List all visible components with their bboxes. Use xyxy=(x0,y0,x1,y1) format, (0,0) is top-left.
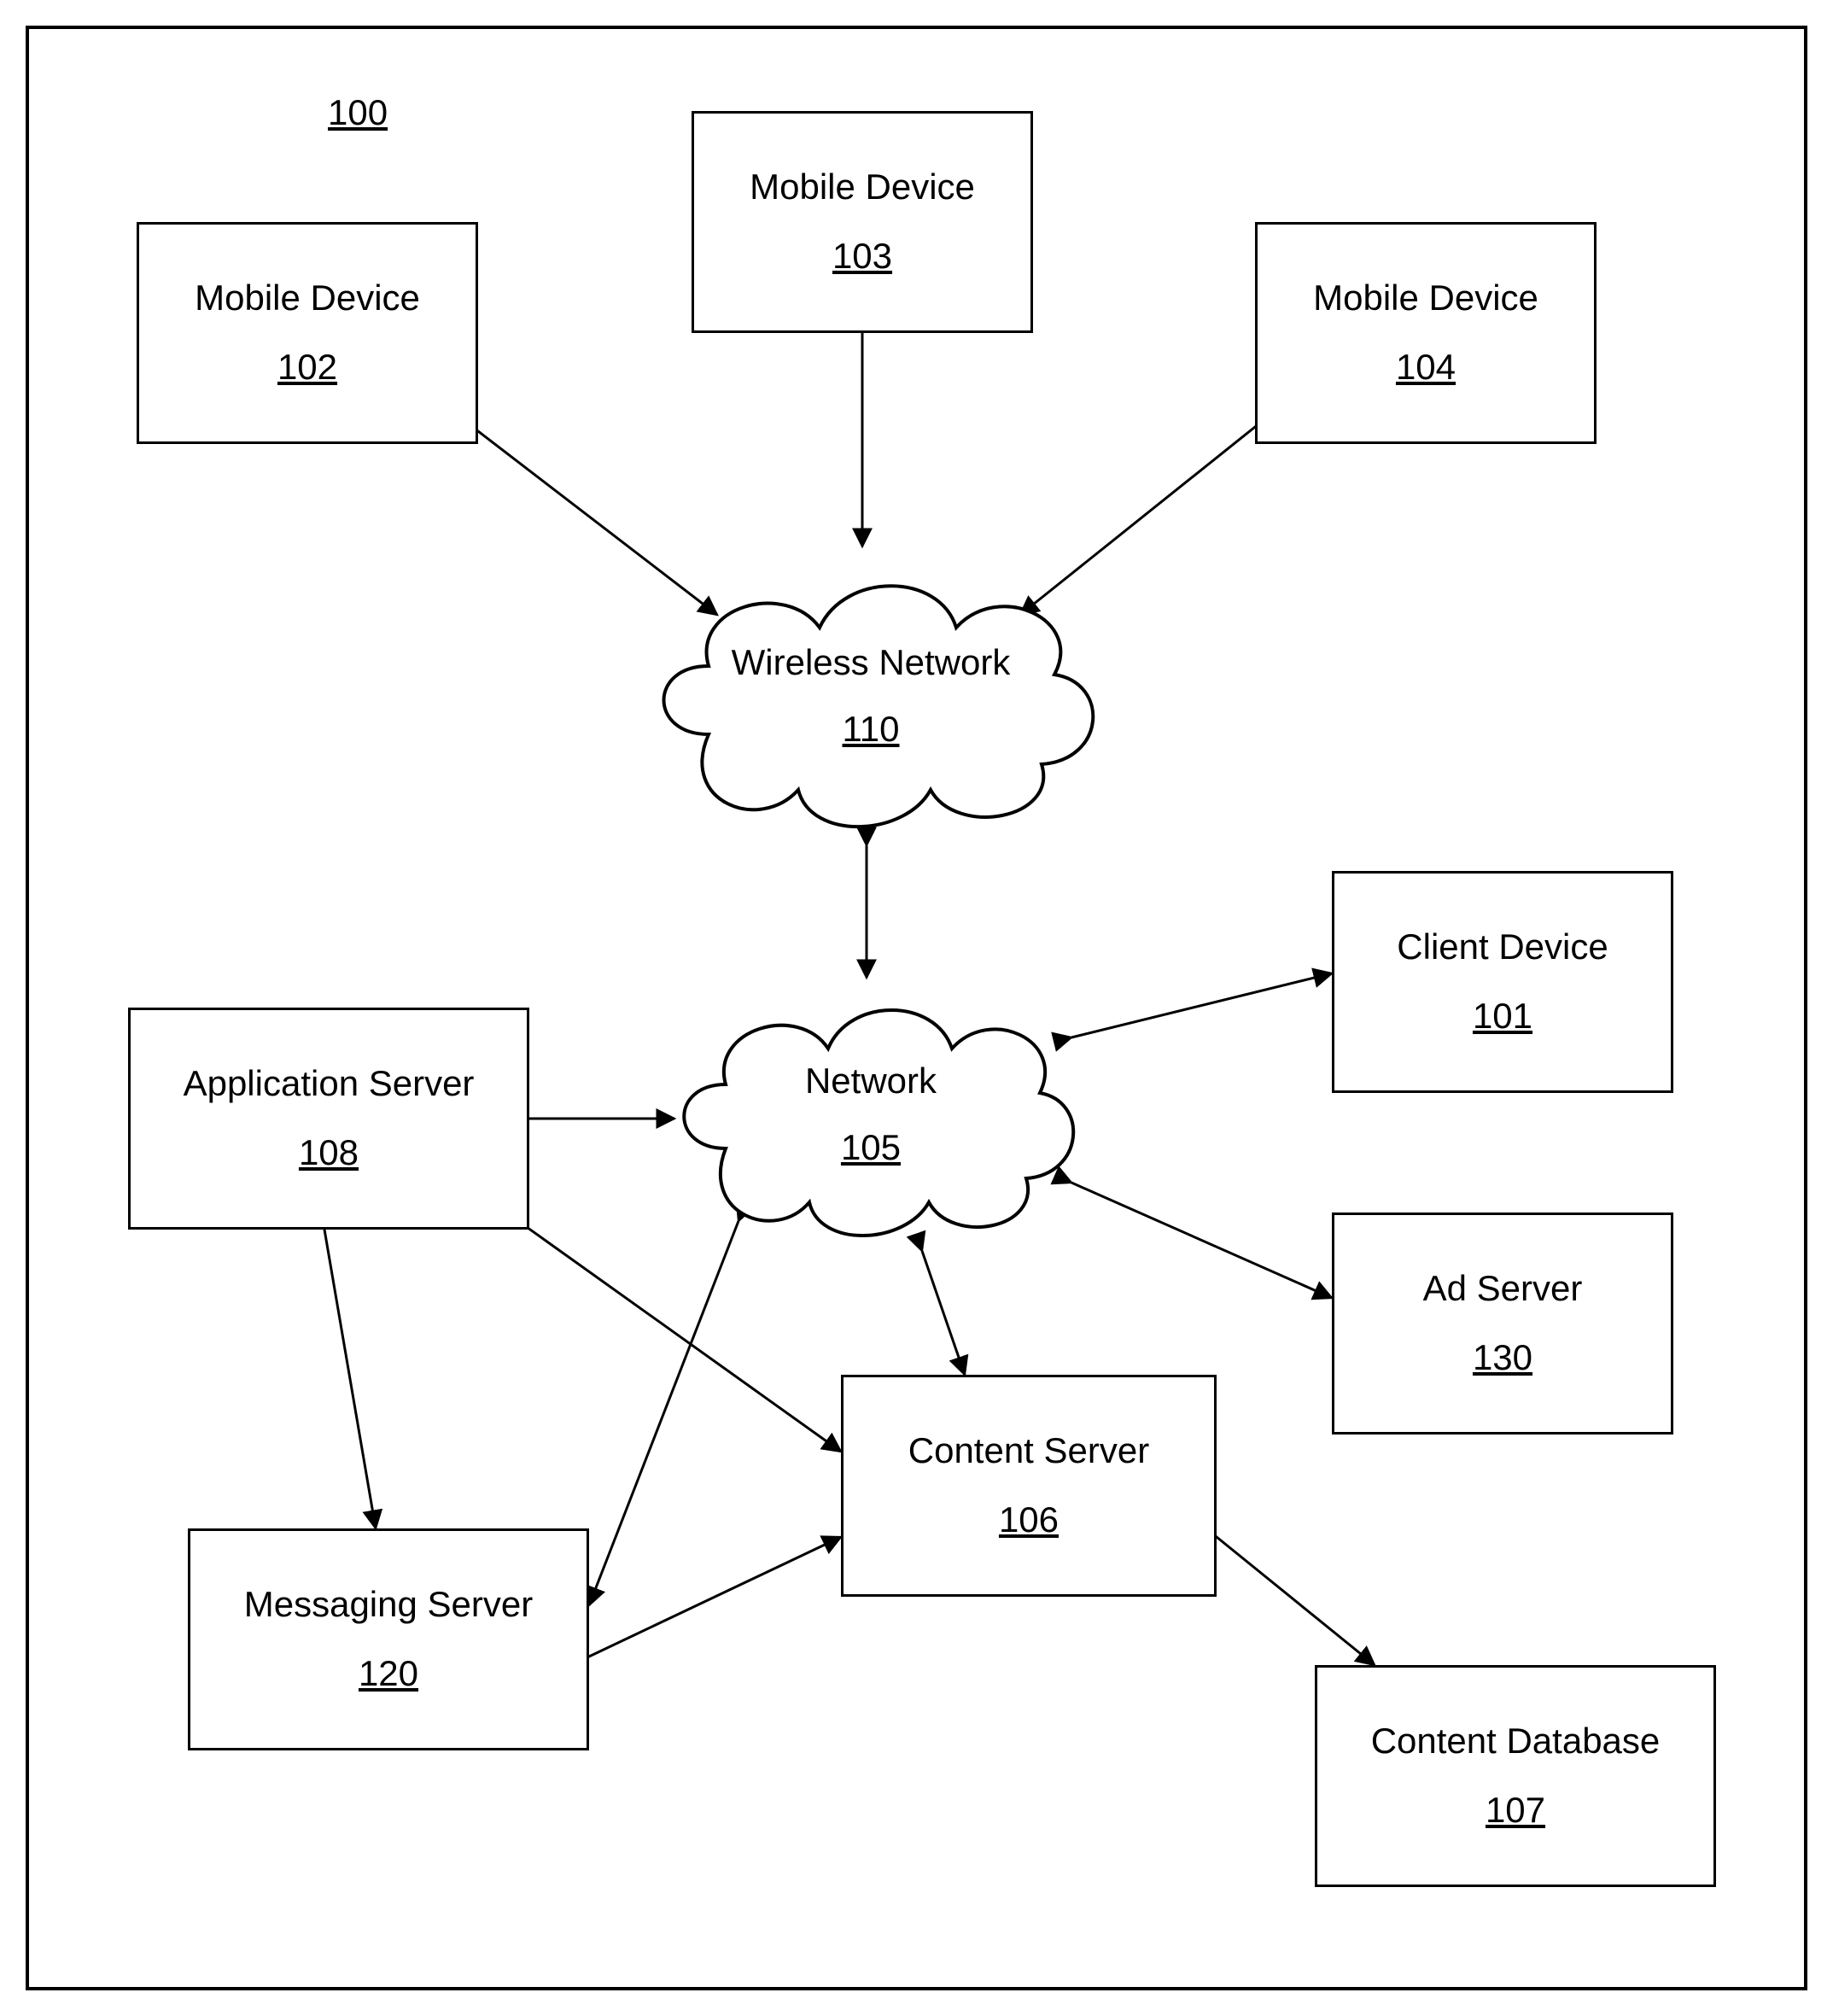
node-application-server-108: Application Server 108 xyxy=(128,1008,529,1230)
node-mobile-device-104: Mobile Device 104 xyxy=(1255,222,1597,444)
node-title: Mobile Device xyxy=(188,278,427,318)
node-title: Content Server xyxy=(902,1431,1156,1470)
node-number: 103 xyxy=(832,236,892,277)
node-number: 104 xyxy=(1396,347,1456,388)
node-title: Network xyxy=(805,1061,937,1101)
node-number: 120 xyxy=(359,1653,418,1694)
node-mobile-device-102: Mobile Device 102 xyxy=(137,222,478,444)
node-title: Ad Server xyxy=(1416,1269,1590,1308)
node-network-105: Network 105 xyxy=(657,973,1084,1255)
node-client-device-101: Client Device 101 xyxy=(1332,871,1673,1093)
node-title: Client Device xyxy=(1390,927,1614,967)
node-messaging-server-120: Messaging Server 120 xyxy=(188,1528,589,1750)
node-title: Messaging Server xyxy=(237,1585,540,1624)
node-number: 130 xyxy=(1473,1337,1532,1378)
node-number: 108 xyxy=(299,1132,359,1173)
node-title: Wireless Network xyxy=(732,642,1011,683)
node-title: Mobile Device xyxy=(743,167,982,207)
node-mobile-device-103: Mobile Device 103 xyxy=(692,111,1033,333)
node-number: 101 xyxy=(1473,996,1532,1037)
node-wireless-network-110: Wireless Network 110 xyxy=(632,546,1110,845)
figure-number: 100 xyxy=(328,92,388,133)
node-number: 110 xyxy=(843,709,900,750)
node-number: 105 xyxy=(841,1127,901,1168)
node-content-server-106: Content Server 106 xyxy=(841,1375,1217,1597)
node-number: 106 xyxy=(999,1499,1059,1540)
node-ad-server-130: Ad Server 130 xyxy=(1332,1213,1673,1435)
node-number: 107 xyxy=(1486,1790,1545,1831)
node-title: Mobile Device xyxy=(1306,278,1545,318)
node-number: 102 xyxy=(277,347,337,388)
node-content-database-107: Content Database 107 xyxy=(1315,1665,1716,1887)
diagram-canvas: 100 Mobile Device 102 Mobile Device 103 … xyxy=(0,0,1833,2016)
node-title: Content Database xyxy=(1364,1721,1667,1761)
node-title: Application Server xyxy=(177,1064,482,1103)
